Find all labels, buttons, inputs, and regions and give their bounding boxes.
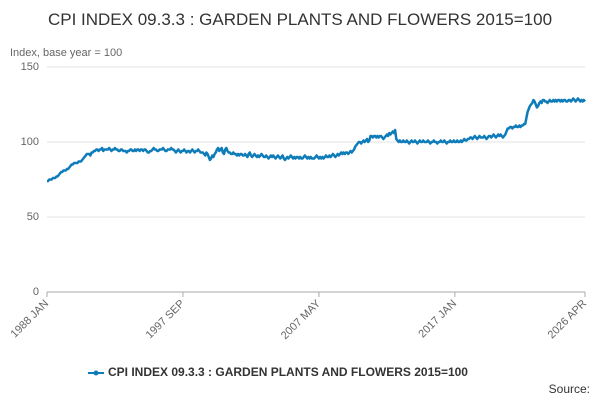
y-tick-label: 100 bbox=[21, 136, 39, 148]
legend-marker bbox=[93, 370, 99, 376]
x-tick-label: 1997 SEP bbox=[144, 298, 188, 342]
x-tick-label: 2007 MAY bbox=[279, 297, 324, 342]
x-tick-label: 2026 APR bbox=[546, 298, 590, 342]
y-tick-label: 50 bbox=[27, 211, 39, 223]
data-line bbox=[46, 97, 586, 183]
y-tick-label: 0 bbox=[33, 286, 39, 298]
y-tick-label: 150 bbox=[21, 61, 39, 73]
chart-title: CPI INDEX 09.3.3 : GARDEN PLANTS AND FLO… bbox=[47, 10, 553, 29]
y-axis-label: Index, base year = 100 bbox=[10, 47, 122, 59]
source: Source: bbox=[549, 382, 590, 396]
x-tick-label: 2017 JAN bbox=[416, 298, 459, 341]
x-tick-label: 1988 JAN bbox=[9, 298, 52, 341]
legend-label: CPI INDEX 09.3.3 : GARDEN PLANTS AND FLO… bbox=[108, 365, 468, 379]
